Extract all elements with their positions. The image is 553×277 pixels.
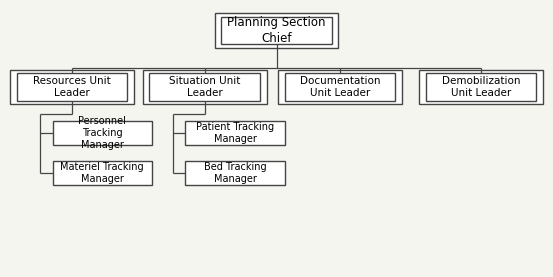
Text: Materiel Tracking
Manager: Materiel Tracking Manager bbox=[60, 162, 144, 184]
FancyBboxPatch shape bbox=[278, 70, 402, 104]
Text: Patient Tracking
Manager: Patient Tracking Manager bbox=[196, 122, 274, 144]
Text: Planning Section
Chief: Planning Section Chief bbox=[227, 16, 326, 45]
FancyBboxPatch shape bbox=[185, 121, 285, 145]
FancyBboxPatch shape bbox=[17, 73, 127, 101]
FancyBboxPatch shape bbox=[10, 70, 134, 104]
FancyBboxPatch shape bbox=[149, 73, 260, 101]
FancyBboxPatch shape bbox=[285, 73, 395, 101]
Text: Resources Unit
Leader: Resources Unit Leader bbox=[33, 76, 111, 98]
FancyBboxPatch shape bbox=[419, 70, 543, 104]
Text: Personnel
Tracking
Manager: Personnel Tracking Manager bbox=[79, 116, 126, 150]
FancyBboxPatch shape bbox=[185, 161, 285, 185]
FancyBboxPatch shape bbox=[143, 70, 267, 104]
FancyBboxPatch shape bbox=[215, 13, 338, 48]
FancyBboxPatch shape bbox=[53, 161, 152, 185]
Text: Demobilization
Unit Leader: Demobilization Unit Leader bbox=[442, 76, 520, 98]
FancyBboxPatch shape bbox=[221, 17, 332, 44]
Text: Situation Unit
Leader: Situation Unit Leader bbox=[169, 76, 241, 98]
FancyBboxPatch shape bbox=[53, 121, 152, 145]
FancyBboxPatch shape bbox=[426, 73, 536, 101]
Text: Documentation
Unit Leader: Documentation Unit Leader bbox=[300, 76, 380, 98]
Text: Bed Tracking
Manager: Bed Tracking Manager bbox=[204, 162, 267, 184]
